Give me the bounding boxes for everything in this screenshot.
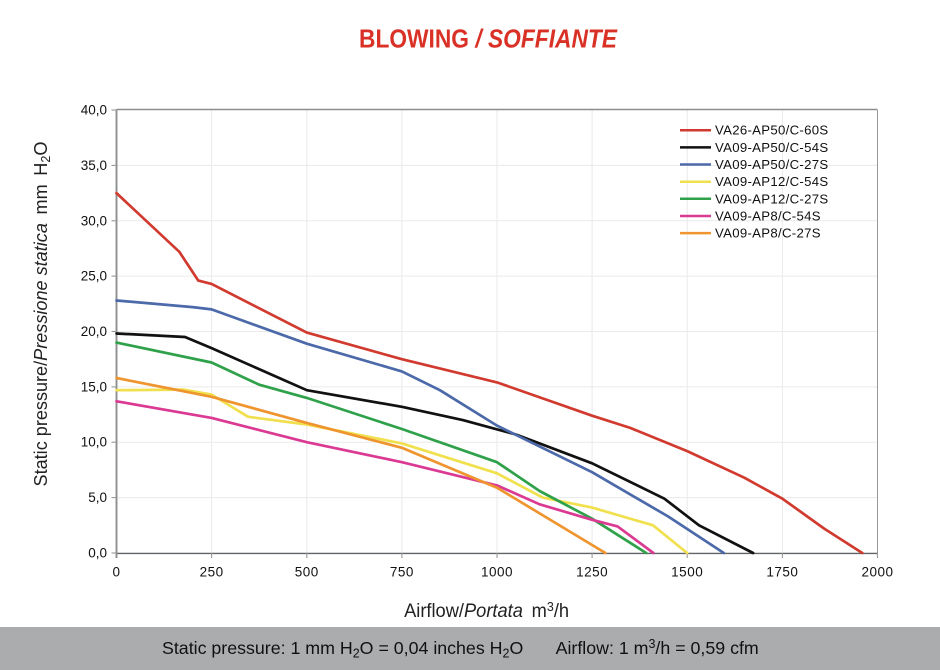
- svg-text:VA09-AP12/C-27S: VA09-AP12/C-27S: [715, 191, 828, 206]
- svg-text:1250: 1250: [576, 565, 608, 580]
- svg-text:2000: 2000: [861, 565, 893, 580]
- svg-text:15,0: 15,0: [81, 379, 107, 394]
- svg-text:Airflow/Portata m3/h: Airflow/Portata m3/h: [404, 599, 569, 622]
- svg-text:1500: 1500: [671, 565, 703, 580]
- svg-text:VA09-AP50/C-27S: VA09-AP50/C-27S: [715, 157, 828, 172]
- svg-text:VA09-AP50/C-54S: VA09-AP50/C-54S: [715, 140, 828, 155]
- svg-text:VA09-AP12/C-54S: VA09-AP12/C-54S: [715, 174, 828, 189]
- svg-text:40,0: 40,0: [81, 103, 107, 118]
- svg-text:35,0: 35,0: [81, 158, 107, 173]
- svg-text:VA26-AP50/C-60S: VA26-AP50/C-60S: [715, 123, 828, 138]
- svg-text:250: 250: [200, 565, 224, 580]
- svg-text:1750: 1750: [766, 565, 798, 580]
- svg-text:750: 750: [390, 565, 414, 580]
- svg-text:500: 500: [295, 565, 319, 580]
- svg-text:BLOWING / SOFFIANTE: BLOWING / SOFFIANTE: [359, 23, 618, 53]
- svg-text:25,0: 25,0: [81, 269, 107, 284]
- svg-text:Static pressure/Pressione stat: Static pressure/Pressione statica mm H2O: [30, 141, 53, 486]
- svg-text:10,0: 10,0: [81, 435, 107, 450]
- svg-text:30,0: 30,0: [81, 213, 107, 228]
- svg-text:5,0: 5,0: [88, 490, 107, 505]
- svg-text:1000: 1000: [481, 565, 513, 580]
- svg-text:0,0: 0,0: [88, 546, 107, 561]
- svg-text:20,0: 20,0: [81, 324, 107, 339]
- svg-text:VA09-AP8/C-54S: VA09-AP8/C-54S: [715, 209, 821, 224]
- svg-text:0: 0: [112, 565, 120, 580]
- svg-text:VA09-AP8/C-27S: VA09-AP8/C-27S: [715, 226, 821, 241]
- svg-text:Static pressure: 1 mm H2O = 0,: Static pressure: 1 mm H2O = 0,04 inches …: [162, 638, 523, 661]
- svg-text:Airflow: 1 m3/h = 0,59 cfm: Airflow: 1 m3/h = 0,59 cfm: [556, 637, 759, 658]
